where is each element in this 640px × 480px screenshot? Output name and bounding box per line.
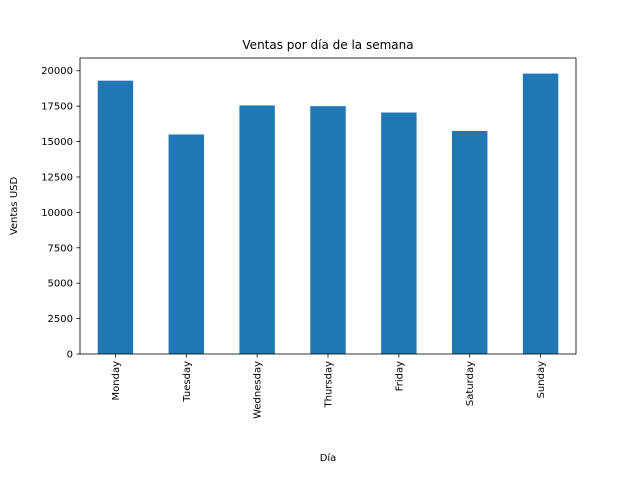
y-axis: 0 2500 5000 7500 10000 12500 15000 17500 20000 xyxy=(41,66,80,361)
bar-saturday xyxy=(452,130,488,354)
plot-frame xyxy=(79,57,577,355)
x-axis: Monday Tuesday Wednesday Thursday Friday Satu… xyxy=(111,354,547,419)
bar-thursday xyxy=(310,106,346,354)
bar-monday xyxy=(97,80,134,355)
x-tick-label: Thursday xyxy=(324,361,335,409)
y-tick-label: 7500 xyxy=(48,243,73,254)
x-tick-label: Wednesday xyxy=(253,361,264,419)
y-tick-label: 20000 xyxy=(41,66,73,77)
x-tick-label: Saturday xyxy=(465,361,476,406)
x-axis-label: Día xyxy=(320,452,337,464)
bar-tuesday xyxy=(168,134,204,354)
y-tick-label: 15000 xyxy=(41,137,73,148)
y-tick-label: 12500 xyxy=(41,172,73,183)
y-tick-label: 5000 xyxy=(48,279,73,290)
x-tick-label: Sunday xyxy=(536,361,547,398)
y-tick-label: 0 xyxy=(67,350,73,361)
bar-wednesday xyxy=(239,105,275,354)
y-tick-label: 10000 xyxy=(41,208,73,219)
bar-sunday xyxy=(522,73,559,354)
x-tick-label: Friday xyxy=(394,361,405,391)
bars-group xyxy=(97,73,559,355)
y-axis-label: Ventas USD xyxy=(9,177,20,236)
y-tick-label: 17500 xyxy=(41,102,73,113)
y-tick-label: 2500 xyxy=(48,314,73,325)
x-tick-label: Tuesday xyxy=(182,361,193,403)
bar-friday xyxy=(381,112,417,355)
x-tick-label: Monday xyxy=(111,361,122,401)
chart-title: Ventas por día de la semana xyxy=(242,38,413,52)
